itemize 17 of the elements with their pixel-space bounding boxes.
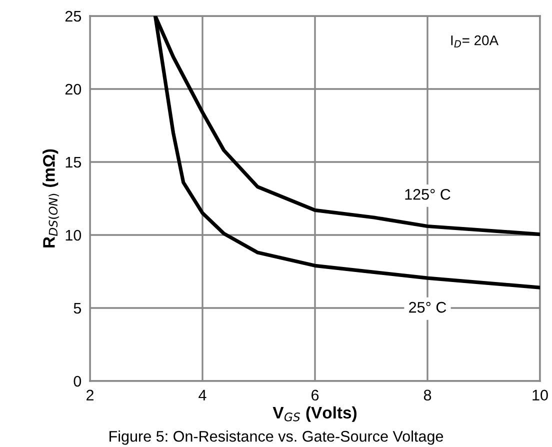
y-axis-title: R$_{DS(ON)}$ (mΩ) [42, 149, 59, 248]
y-tick-label: 10 [66, 230, 82, 241]
y-tick-label: 0 [74, 376, 82, 387]
y-tick-label: 20 [65, 84, 82, 95]
series-label: 25° C [409, 302, 446, 313]
x-axis-title: V$_{GS}$ (Volts) [272, 406, 356, 422]
annotation: I$_{D}$= 20A [451, 35, 499, 48]
x-tick-label: 6 [312, 390, 319, 401]
series-label: 125° C [405, 188, 450, 200]
y-tick-label: 5 [74, 303, 82, 314]
x-tick-label: 2 [86, 390, 94, 400]
x-tick-label: 10 [532, 390, 548, 401]
caption: Figure 5: On-Resistance vs. Gate-Source Voltage [110, 430, 444, 445]
y-tick-label: 25 [65, 10, 82, 22]
x-tick-label: 8 [424, 390, 432, 401]
x-tick-label: 4 [198, 390, 206, 400]
y-tick-label: 15 [66, 157, 82, 168]
